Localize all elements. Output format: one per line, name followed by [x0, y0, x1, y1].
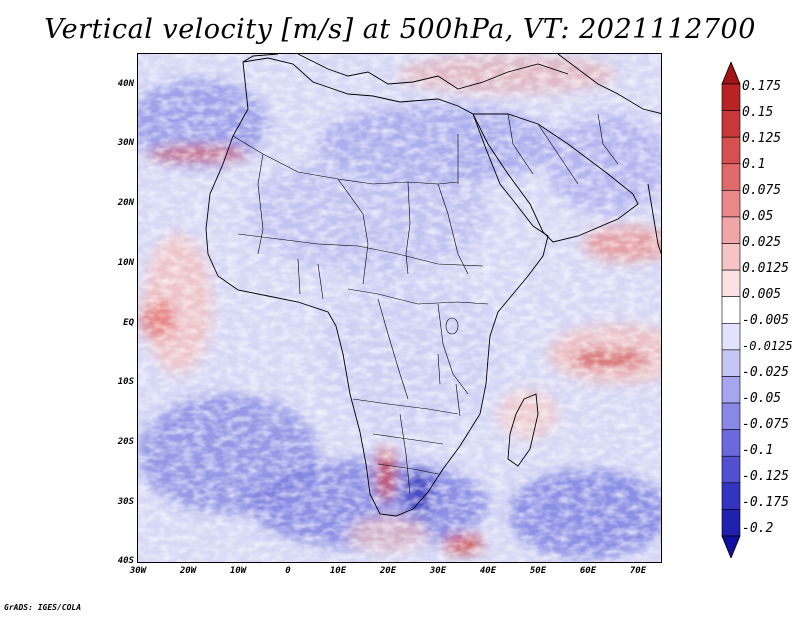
colorbar-swatch — [721, 269, 741, 298]
lon-label-10e: 10E — [329, 566, 347, 576]
colorbar-swatch — [721, 136, 741, 165]
lon-label-20e: 20E — [379, 566, 397, 576]
colorbar-label: -0.05 — [742, 391, 782, 406]
map-title: Vertical velocity [m/s] at 500hPa, VT: 2… — [44, 14, 756, 45]
colorbar-swatch — [721, 402, 741, 430]
lon-label-60e: 60E — [579, 566, 597, 576]
lon-label-70e: 70E — [629, 566, 647, 576]
credit-text: GrADS: IGES/COLA — [4, 603, 82, 612]
colorbar-label: -0.0125 — [742, 339, 793, 353]
lat-label-10n: 10N — [117, 258, 134, 268]
colorbar-swatch — [721, 429, 741, 457]
colorbar-label: 0.075 — [742, 183, 782, 198]
colorbar-label: -0.075 — [742, 417, 789, 432]
lon-label-40e: 40E — [479, 566, 497, 576]
lakes — [437, 317, 461, 417]
lon-label-30e: 30E — [429, 566, 447, 576]
colorbar-swatch — [721, 296, 741, 324]
coastlines — [205, 54, 661, 517]
colorbar-swatch — [721, 482, 741, 510]
colorbar-top-arrow — [721, 62, 741, 85]
map-panel — [137, 53, 662, 563]
lat-label-30s: 30S — [117, 497, 134, 507]
lat-label-40n: 40N — [117, 79, 134, 89]
colorbar-label: -0.2 — [742, 521, 774, 536]
colorbar-swatch — [721, 349, 741, 377]
colorbar-swatch — [721, 322, 741, 351]
lat-label-30n: 30N — [117, 138, 134, 148]
streak-texture — [138, 54, 661, 562]
lat-label-40s: 40S — [117, 556, 134, 566]
colorbar-swatch — [721, 190, 741, 218]
colorbar-bottom-arrow — [721, 535, 741, 558]
lon-label-0: 0 — [285, 566, 291, 576]
colorbar-swatch — [721, 110, 741, 138]
colorbar-swatch — [721, 243, 741, 271]
lon-label-10w: 10W — [229, 566, 247, 576]
colorbar-label: 0.005 — [742, 287, 782, 302]
lat-label-10s: 10S — [117, 377, 134, 387]
colorbar-swatch — [721, 83, 741, 111]
colorbar-label: 0.05 — [742, 209, 774, 224]
colorbar-label: 0.15 — [742, 105, 774, 120]
colorbar-swatch — [721, 376, 741, 404]
colorbar-label: -0.175 — [742, 495, 789, 510]
lat-label-20n: 20N — [117, 198, 134, 208]
lon-label-20w: 20W — [179, 566, 197, 576]
colorbar-label: -0.1 — [742, 443, 774, 458]
colorbar-label: 0.125 — [742, 131, 782, 146]
colorbar-label: 0.1 — [742, 157, 766, 172]
colorbar-swatch — [721, 216, 741, 244]
colorbar-swatch — [721, 509, 741, 537]
lon-label-30w: 30W — [129, 566, 147, 576]
colorbar-label: -0.125 — [742, 469, 789, 484]
colorbar-swatch — [721, 455, 741, 484]
colorbar — [721, 62, 741, 558]
colorbar-label: 0.025 — [742, 235, 782, 250]
lon-label-50e: 50E — [529, 566, 547, 576]
lat-label-eq: EQ — [123, 318, 134, 328]
colorbar-swatch — [721, 163, 741, 191]
colorbar-label: -0.005 — [742, 313, 789, 328]
velocity-field — [138, 54, 661, 562]
colorbar-label: 0.175 — [742, 79, 782, 94]
country-borders — [232, 113, 619, 495]
colorbar-label: 0.0125 — [742, 261, 789, 276]
colorbar-label: -0.025 — [742, 365, 789, 380]
lat-label-20s: 20S — [117, 437, 134, 447]
